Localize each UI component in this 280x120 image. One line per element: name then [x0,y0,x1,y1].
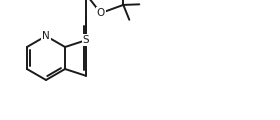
Text: O: O [97,8,105,18]
Text: S: S [83,35,89,45]
Text: N: N [42,31,50,41]
